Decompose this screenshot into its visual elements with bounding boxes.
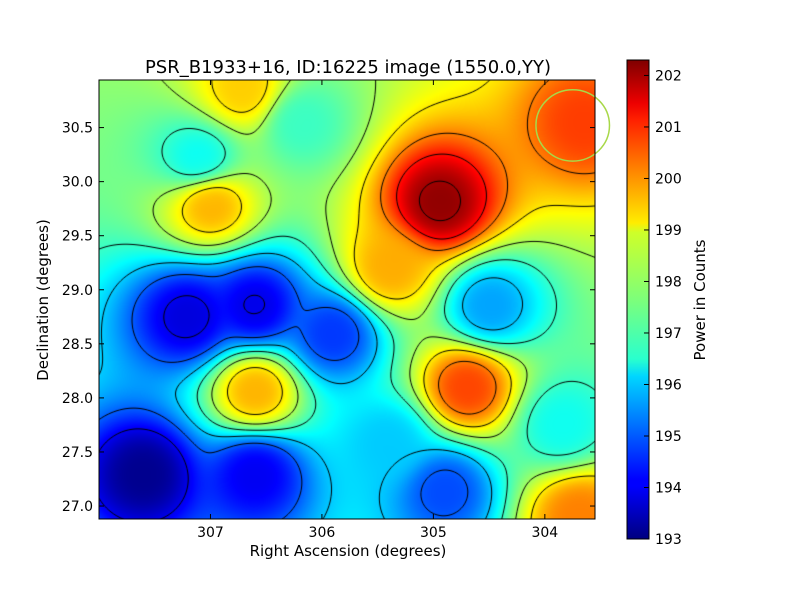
plot-frame [98,79,596,520]
colorbar-tick-label: 200 [655,171,682,187]
y-tick-label: 29.5 [62,229,93,245]
x-tick-label: 307 [197,525,224,541]
colorbar-tick-label: 202 [655,68,682,84]
colorbar: 193 194 195 196 197 198 199 200 201 202 Power in … [626,59,709,548]
plot-area [98,79,611,520]
chart-title: PSR_B1933+16, ID:16225 image (1550.0,YY) [145,57,551,78]
colorbar-ticks: 193 194 195 196 197 198 199 200 201 202 [644,68,682,548]
colorbar-tick-label: 198 [655,274,682,290]
colorbar-tick-label: 196 [655,377,682,393]
x-tick-label: 306 [309,525,336,541]
colorbar-tick-label: 194 [655,480,682,496]
y-axis-ticks: 27.0 27.5 28.0 28.5 29.0 29.5 30.0 30.5 [62,121,595,515]
beam-circle-marker [535,88,611,162]
colorbar-tick-label: 197 [655,326,682,342]
colorbar-tick-label: 193 [655,532,682,548]
colorbar-tick-label: 195 [655,429,682,445]
y-tick-label: 30.0 [62,175,93,191]
x-tick-label: 304 [531,525,558,541]
y-tick-label: 28.0 [62,391,93,407]
y-tick-label: 27.0 [62,499,93,515]
x-tick-label: 305 [420,525,447,541]
colorbar-tick-label: 201 [655,120,682,136]
y-axis-label: Declination (degrees) [34,219,52,381]
y-tick-label: 29.0 [62,283,93,299]
marker-layer [535,88,611,162]
x-axis-ticks: 307 306 305 304 [197,80,558,541]
y-tick-label: 27.5 [62,445,93,461]
colorbar-label: Power in Counts [691,239,709,360]
y-tick-label: 28.5 [62,337,93,353]
heatmap-image [99,80,595,519]
colorbar-gradient [626,59,650,540]
x-axis-label: Right Ascension (degrees) [250,542,447,560]
colorbar-tick-label: 199 [655,223,682,239]
y-tick-label: 30.5 [62,121,93,137]
